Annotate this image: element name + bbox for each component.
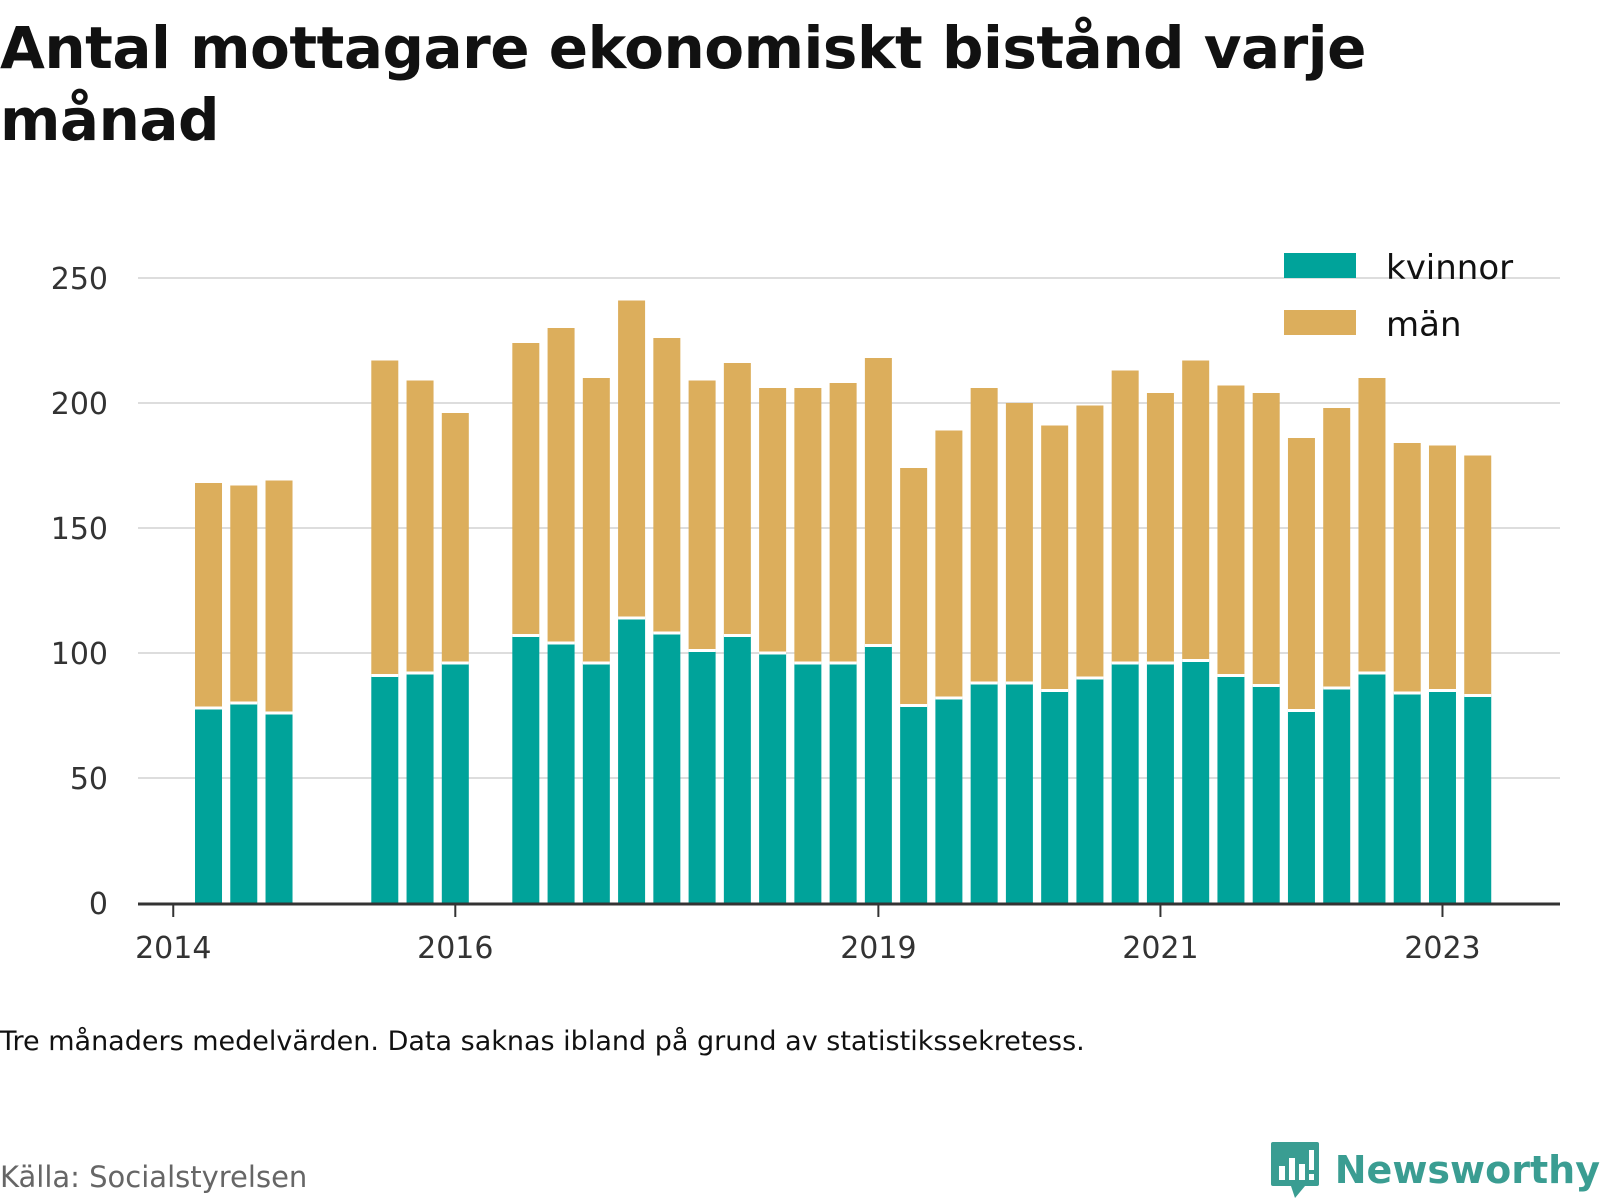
bar-man bbox=[970, 388, 998, 683]
bar-kvinnor bbox=[1323, 688, 1351, 903]
bar-kvinnor bbox=[1217, 675, 1245, 903]
bar-kvinnor bbox=[829, 663, 857, 903]
bar-kvinnor bbox=[1464, 695, 1492, 903]
bar-kvinnor bbox=[371, 675, 399, 903]
bar-man bbox=[1252, 393, 1280, 686]
bar-kvinnor bbox=[970, 683, 998, 903]
logo-text: Newsworthy bbox=[1334, 1148, 1600, 1192]
bar-man bbox=[441, 413, 469, 663]
y-tick-label: 200 bbox=[51, 387, 108, 422]
chart-note: Tre månaders medelvärden. Data saknas ib… bbox=[0, 1026, 1085, 1057]
newsworthy-logo: Newsworthy bbox=[1269, 1140, 1600, 1200]
bar-man bbox=[1428, 445, 1456, 691]
bar-man bbox=[829, 383, 857, 663]
bar-man bbox=[935, 430, 963, 698]
bar-kvinnor bbox=[653, 633, 681, 903]
y-tick-label: 250 bbox=[51, 262, 108, 297]
y-tick-label: 150 bbox=[51, 512, 108, 547]
bar-kvinnor bbox=[547, 643, 575, 903]
bar-man bbox=[265, 480, 293, 713]
bar-kvinnor bbox=[1111, 663, 1139, 903]
bar-kvinnor bbox=[582, 663, 610, 903]
bar-kvinnor bbox=[935, 698, 963, 903]
bar-man bbox=[547, 328, 575, 643]
bar-man bbox=[406, 380, 434, 673]
bar-man bbox=[582, 378, 610, 663]
legend-swatch-kvinnor bbox=[1284, 253, 1356, 278]
bar-kvinnor bbox=[512, 635, 540, 903]
bar-man bbox=[512, 343, 540, 636]
bar-man bbox=[794, 388, 822, 663]
bar-kvinnor bbox=[723, 635, 751, 903]
bar-kvinnor bbox=[1005, 683, 1033, 903]
bar-kvinnor bbox=[1252, 685, 1280, 903]
bar-kvinnor bbox=[1393, 693, 1421, 903]
bar-man bbox=[1217, 385, 1245, 676]
bar-man bbox=[864, 358, 892, 646]
x-tick-label: 2019 bbox=[840, 931, 916, 966]
bar-man bbox=[1287, 438, 1315, 711]
bar-man bbox=[1076, 405, 1104, 678]
bar-man bbox=[900, 468, 928, 706]
bar-kvinnor bbox=[195, 708, 223, 903]
bar-kvinnor bbox=[265, 713, 293, 903]
x-tick-label: 2016 bbox=[417, 931, 493, 966]
bar-man bbox=[1464, 455, 1492, 696]
y-tick-label: 100 bbox=[51, 637, 108, 672]
x-tick-label: 2021 bbox=[1122, 931, 1198, 966]
bar-kvinnor bbox=[618, 618, 646, 903]
newsworthy-logo-icon bbox=[1270, 1142, 1319, 1198]
bar-kvinnor bbox=[441, 663, 469, 903]
bar-man bbox=[618, 300, 646, 618]
bar-kvinnor bbox=[1182, 660, 1210, 903]
bar-kvinnor bbox=[1358, 673, 1386, 903]
bar-kvinnor bbox=[406, 673, 434, 903]
bar-kvinnor bbox=[1146, 663, 1174, 903]
x-tick-label: 2014 bbox=[135, 931, 211, 966]
bars bbox=[195, 300, 1492, 903]
bar-kvinnor bbox=[1287, 710, 1315, 903]
bar-man bbox=[1146, 393, 1174, 663]
bar-kvinnor bbox=[230, 703, 258, 903]
bar-man bbox=[371, 360, 399, 676]
y-tick-label: 0 bbox=[89, 887, 108, 922]
bar-kvinnor bbox=[1076, 678, 1104, 903]
bar-man bbox=[1041, 425, 1069, 691]
bar-man bbox=[653, 338, 681, 633]
bar-man bbox=[230, 485, 258, 703]
chart-title: Antal mottagare ekonomiskt bistånd varje… bbox=[0, 14, 1367, 154]
legend-label-man: män bbox=[1386, 305, 1462, 345]
source-text: Källa: Socialstyrelsen bbox=[0, 1160, 308, 1194]
bar-kvinnor bbox=[1041, 690, 1069, 903]
bar-man bbox=[1393, 443, 1421, 693]
x-axis-ticks: 2014 2016 2019 2021 2023 bbox=[135, 905, 1481, 966]
y-axis-ticks: 0 50 100 150 200 250 bbox=[51, 262, 108, 922]
legend: kvinnor män bbox=[1284, 248, 1513, 345]
bar-man bbox=[1358, 378, 1386, 673]
bar-kvinnor bbox=[1428, 690, 1456, 903]
bar-man bbox=[1323, 408, 1351, 688]
bar-man bbox=[195, 483, 223, 708]
bar-man bbox=[759, 388, 787, 653]
bar-kvinnor bbox=[900, 705, 928, 903]
bar-kvinnor bbox=[794, 663, 822, 903]
bar-man bbox=[1005, 403, 1033, 683]
bar-kvinnor bbox=[688, 650, 716, 903]
legend-swatch-man bbox=[1284, 310, 1356, 335]
x-tick-label: 2023 bbox=[1404, 931, 1480, 966]
bar-man bbox=[1111, 370, 1139, 663]
bar-man bbox=[688, 380, 716, 651]
bar-kvinnor bbox=[864, 645, 892, 903]
y-tick-label: 50 bbox=[70, 762, 108, 797]
bar-man bbox=[723, 363, 751, 636]
bar-kvinnor bbox=[759, 653, 787, 903]
bar-man bbox=[1182, 360, 1210, 661]
legend-label-kvinnor: kvinnor bbox=[1386, 248, 1513, 288]
